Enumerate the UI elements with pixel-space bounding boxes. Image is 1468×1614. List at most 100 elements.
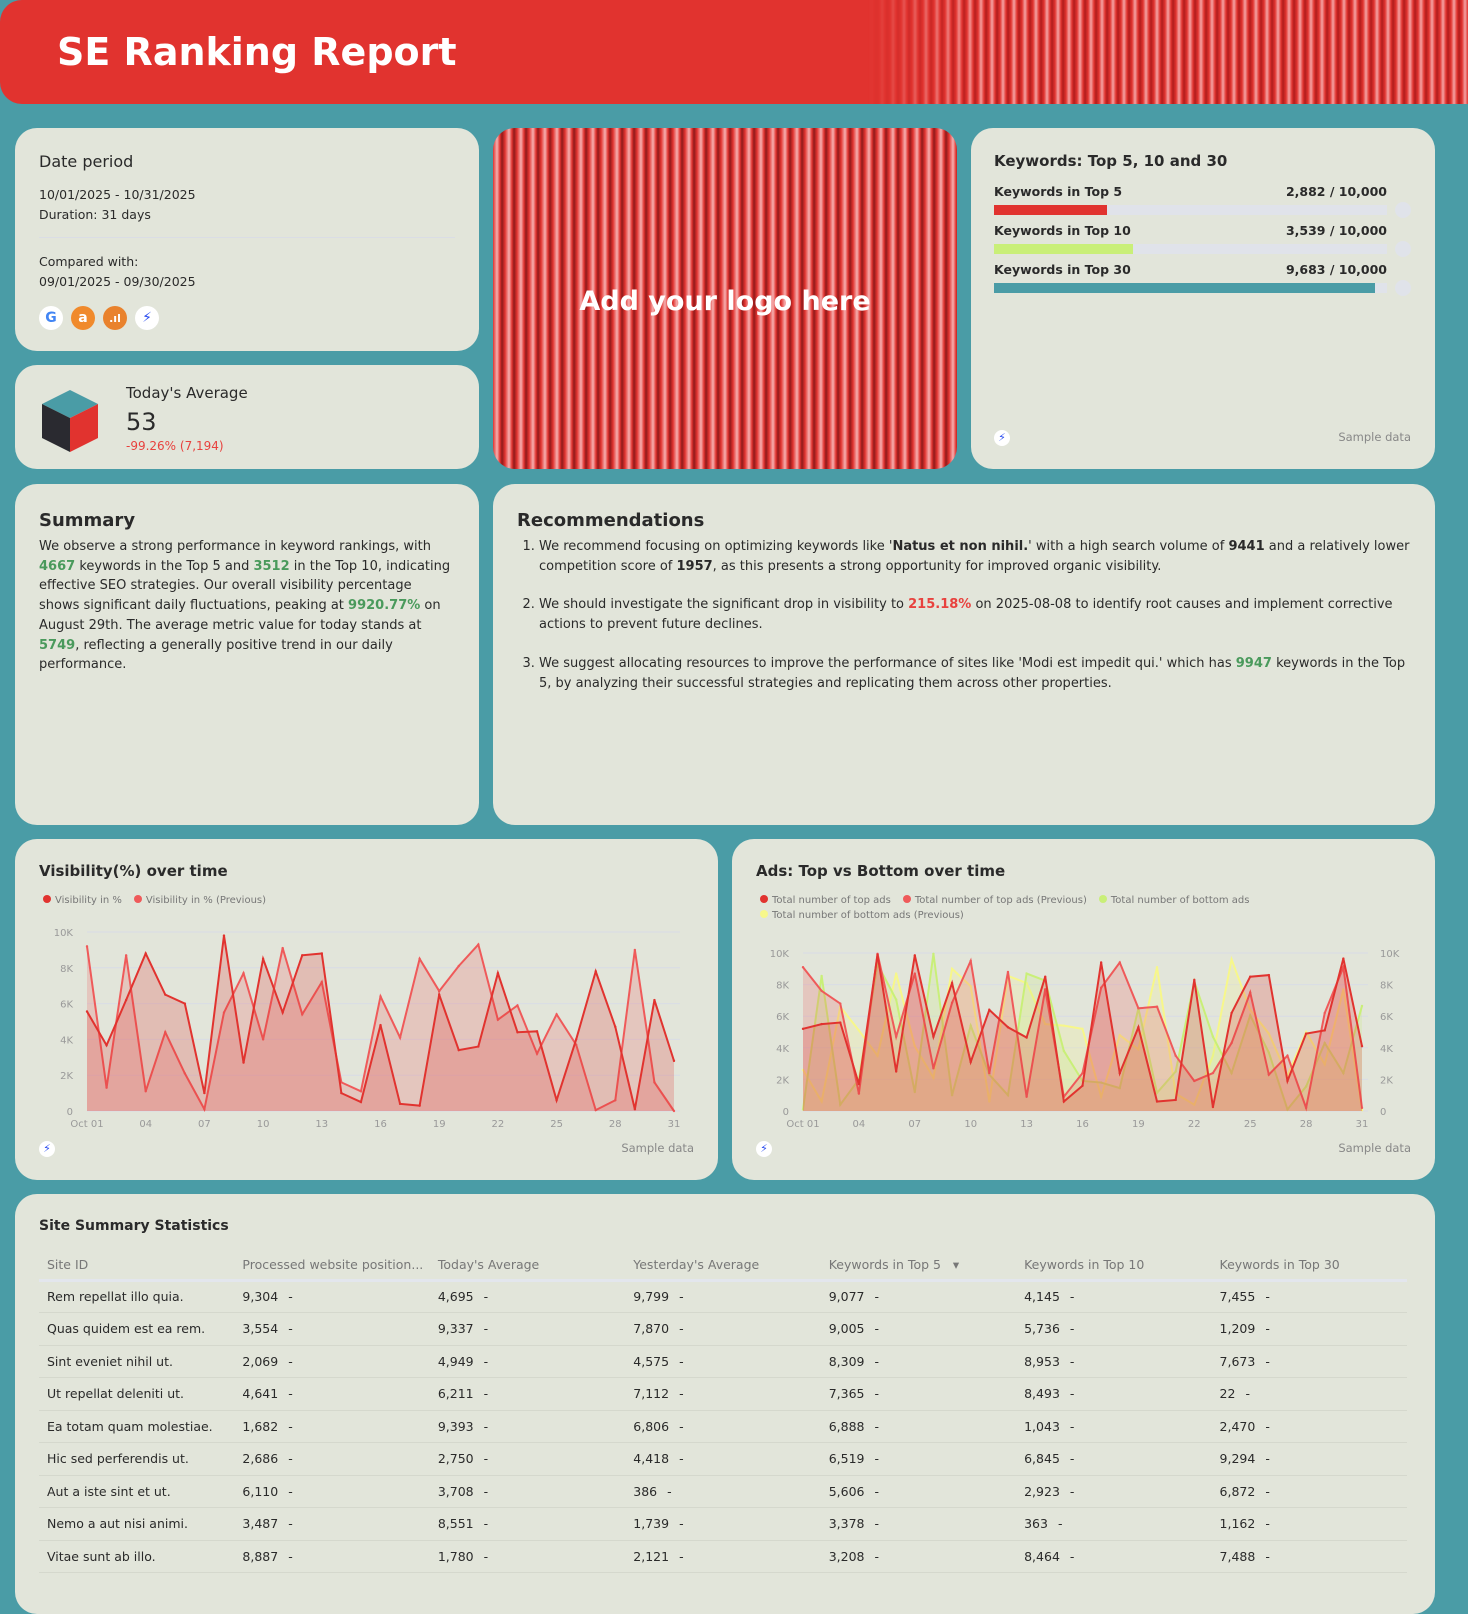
legend-label: Visibility in % (Previous) <box>145 895 267 906</box>
series-0-point <box>242 1061 245 1064</box>
highlight-value: 1957 <box>676 558 713 574</box>
table-cell: 9,799- <box>625 1280 821 1313</box>
cell-change: - <box>1069 1353 1075 1369</box>
series-1-point <box>477 943 480 946</box>
series-0-point <box>438 993 441 996</box>
highlight-value: 9441 <box>1228 539 1265 554</box>
keyword-bar-label: Keywords in Top 5 <box>994 184 1123 199</box>
cell-value: 2,121 <box>633 1548 670 1564</box>
cell-change: - <box>1245 1386 1250 1402</box>
table-row: Hic sed perferendis ut. 2,686-2,750-4,418… <box>39 1442 1407 1476</box>
series-0-point <box>876 953 879 956</box>
series-0-point <box>574 1038 578 1041</box>
cell-value: 6,110 <box>242 1483 279 1499</box>
column-header[interactable]: Yesterday's Average <box>625 1250 821 1282</box>
column-header[interactable]: Keywords in Top 5 ▾ <box>820 1250 1017 1282</box>
cell-value: 2,069 <box>242 1353 279 1369</box>
x-tick-label: 19 <box>1132 1119 1145 1130</box>
series-0-point <box>1342 957 1345 960</box>
cell-change: - <box>667 1483 672 1499</box>
progress-fill <box>994 283 1375 293</box>
series-1-point <box>438 989 441 993</box>
cell-value: 8,493 <box>1024 1386 1060 1402</box>
series-3-point <box>857 1029 861 1032</box>
series-1-point <box>379 995 382 998</box>
table-cell: 1,739- <box>625 1507 821 1541</box>
table-cell: 9,077- <box>820 1280 1017 1313</box>
table-title: Site Summary Statistics <box>39 1218 229 1234</box>
series-2-point <box>1099 1081 1103 1084</box>
series-1-point <box>1286 1054 1289 1057</box>
keyword-bar-row: Keywords in Top 10 3,539 / 10,000 <box>994 223 1412 257</box>
series-0-point <box>1137 1026 1140 1029</box>
series-0-point <box>950 981 954 985</box>
series-0-area <box>87 935 674 1111</box>
x-tick-label: 13 <box>1020 1119 1033 1130</box>
recommendation-fragment: and a relatively lower competition score… <box>539 539 1410 574</box>
series-3-point <box>801 1068 805 1072</box>
site-id-cell: Ut repellat deleniti ut. <box>39 1377 235 1411</box>
column-header[interactable]: Keywords in Top 30 <box>1211 1250 1407 1282</box>
series-2-point <box>1360 1004 1364 1008</box>
table-cell: 4,949- <box>429 1345 626 1378</box>
x-tick-label: 16 <box>374 1119 387 1130</box>
series-2-point <box>1230 1071 1233 1075</box>
series-1-point <box>1211 1071 1215 1075</box>
table-cell: 8,493- <box>1016 1377 1212 1411</box>
table-cell: 363- <box>1016 1507 1212 1541</box>
cell-change: - <box>1265 1548 1270 1564</box>
series-3-point <box>1267 1032 1271 1035</box>
table-cell: 3,708- <box>429 1475 626 1508</box>
series-2-point <box>913 1090 916 1094</box>
cell-change: - <box>874 1483 879 1499</box>
sort-desc-icon[interactable]: ▾ <box>940 1256 960 1272</box>
x-tick-label: 28 <box>1300 1119 1313 1130</box>
keyword-bar-value: 9,683 / 10,000 <box>1285 262 1387 277</box>
cell-value: 3,487 <box>242 1516 279 1532</box>
cell-value: Vitae sunt ab illo. <box>47 1548 156 1564</box>
cell-value: Rem repellat illo quia. <box>47 1289 184 1305</box>
progress-fill <box>994 205 1108 215</box>
cell-value: 4,695 <box>437 1289 474 1305</box>
series-1-point <box>857 1092 861 1095</box>
keyword-bar-row: Keywords in Top 5 2,882 / 10,000 <box>994 184 1412 218</box>
todays-average-label: Today's Average <box>126 384 248 402</box>
series-0-point <box>281 1011 284 1014</box>
series-3-point <box>969 984 972 988</box>
series-3-point <box>1062 1024 1066 1027</box>
keyword-bar-label: Keywords in Top 10 <box>994 223 1131 238</box>
column-header[interactable]: Processed website position... <box>234 1250 430 1282</box>
series-0-point <box>1118 1071 1121 1075</box>
todays-average-card: Today's Average 53 -99.26% (7,194) <box>15 365 479 469</box>
column-header[interactable]: Site ID <box>39 1250 235 1282</box>
y-tick-label: 2K <box>60 1071 73 1082</box>
cell-change: - <box>1265 1321 1270 1337</box>
legend-item[interactable]: Total number of top ads <box>760 895 891 906</box>
column-header[interactable]: Today's Average <box>429 1250 626 1282</box>
column-header[interactable]: Keywords in Top 10 <box>1016 1250 1212 1282</box>
legend-item[interactable]: Total number of bottom ads (Previous) <box>760 910 964 921</box>
recommendation-fragment: We should investigate the significant dr… <box>539 597 909 613</box>
legend-label: Total number of top ads <box>772 895 891 906</box>
legend-item[interactable]: Visibility in % (Previous) <box>133 895 267 906</box>
series-0-point <box>496 971 500 975</box>
series-0-point <box>477 1045 480 1048</box>
legend-item[interactable]: Total number of bottom ads <box>1098 895 1249 906</box>
y-tick-label: 8K <box>60 964 73 975</box>
table-cell: 6,110- <box>234 1475 430 1508</box>
series-2-point <box>820 974 823 978</box>
keyword-bar-label: Keywords in Top 30 <box>994 262 1131 277</box>
legend-item[interactable]: Visibility in % <box>43 895 122 906</box>
legend-item[interactable]: Total number of top ads (Previous) <box>902 895 1087 906</box>
cell-value: Sint eveniet nihil ut. <box>47 1353 173 1369</box>
series-0-point <box>1025 1036 1028 1039</box>
series-3-point <box>913 1045 916 1048</box>
summary-fragment: We observe a strong performance in keywo… <box>39 539 431 554</box>
series-1-point <box>1174 1054 1177 1057</box>
logo-placeholder[interactable]: Add your logo here <box>493 128 957 469</box>
series-0-point <box>301 954 304 957</box>
series-2-point <box>839 1103 842 1106</box>
series-2-point <box>1155 1091 1159 1095</box>
table-cell: 2,923- <box>1016 1475 1212 1508</box>
legend-swatch <box>760 910 768 918</box>
